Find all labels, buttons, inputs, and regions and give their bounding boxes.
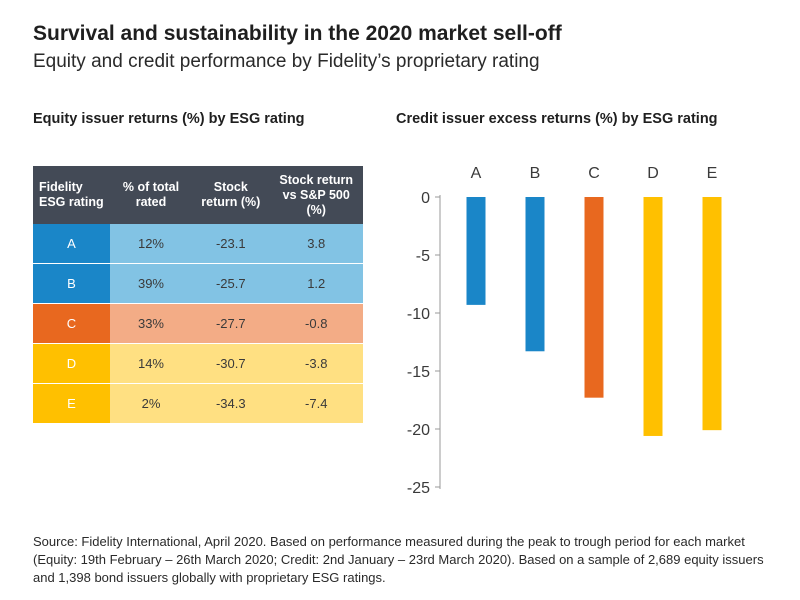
page-title: Survival and sustainability in the 2020 … (33, 22, 562, 45)
y-tick-label: -5 (416, 248, 430, 265)
bar-a (466, 197, 486, 305)
rating-cell: B (33, 263, 110, 304)
pct-total-cell: 14% (109, 343, 193, 384)
stock-return-cell: -27.7 (192, 303, 270, 344)
page-subtitle: Equity and credit performance by Fidelit… (33, 51, 540, 72)
rating-cell: E (33, 383, 110, 424)
equity-returns-table: Fidelity ESG rating % of total rated Sto… (33, 166, 363, 424)
pct-total-cell: 2% (109, 383, 193, 424)
rating-cell: A (33, 224, 110, 264)
table-row: C 33% -27.7 -0.8 (33, 303, 363, 344)
x-category-label: A (471, 165, 482, 182)
bar-d (643, 197, 663, 436)
header-return-vs-sp500: Stock return vs S&P 500 (%) (269, 166, 363, 224)
return-vs-sp500-cell: 1.2 (269, 263, 363, 304)
y-tick-label: -15 (407, 364, 430, 381)
stock-return-cell: -25.7 (192, 263, 270, 304)
y-tick-label: -10 (407, 306, 430, 323)
rating-cell: D (33, 343, 110, 384)
x-category-label: D (647, 165, 659, 182)
return-vs-sp500-cell: -7.4 (269, 383, 363, 424)
y-tick-label: 0 (421, 190, 430, 207)
table-header-row: Fidelity ESG rating % of total rated Sto… (33, 166, 363, 224)
header-stock-return: Stock return (%) (192, 166, 270, 224)
header-pct-total: % of total rated (109, 166, 193, 224)
stock-return-cell: -30.7 (192, 343, 270, 384)
header-esg-rating: Fidelity ESG rating (33, 166, 110, 224)
credit-chart-title: Credit issuer excess returns (%) by ESG … (396, 111, 718, 127)
pct-total-cell: 39% (109, 263, 193, 304)
stock-return-cell: -23.1 (192, 224, 270, 264)
table-row: A 12% -23.1 3.8 (33, 224, 363, 264)
y-tick-label: -25 (407, 480, 430, 495)
table-row: E 2% -34.3 -7.4 (33, 383, 363, 424)
x-category-label: E (707, 165, 718, 182)
table-row: D 14% -30.7 -3.8 (33, 343, 363, 384)
bar-b (525, 197, 545, 352)
return-vs-sp500-cell: -0.8 (269, 303, 363, 344)
return-vs-sp500-cell: 3.8 (269, 224, 363, 264)
x-category-label: B (530, 165, 541, 182)
table-row: B 39% -25.7 1.2 (33, 263, 363, 304)
x-category-label: C (588, 165, 600, 182)
bar-c (584, 197, 604, 398)
y-tick-label: -20 (407, 422, 430, 439)
rating-cell: C (33, 303, 110, 344)
stock-return-cell: -34.3 (192, 383, 270, 424)
pct-total-cell: 33% (109, 303, 193, 344)
return-vs-sp500-cell: -3.8 (269, 343, 363, 384)
bar-e (702, 197, 722, 431)
credit-excess-returns-chart: 0 -5 -10 -15 -20 -25 A B C D E (407, 165, 722, 495)
pct-total-cell: 12% (109, 224, 193, 264)
equity-table-title: Equity issuer returns (%) by ESG rating (33, 111, 305, 127)
source-footnote: Source: Fidelity International, April 20… (33, 534, 764, 585)
